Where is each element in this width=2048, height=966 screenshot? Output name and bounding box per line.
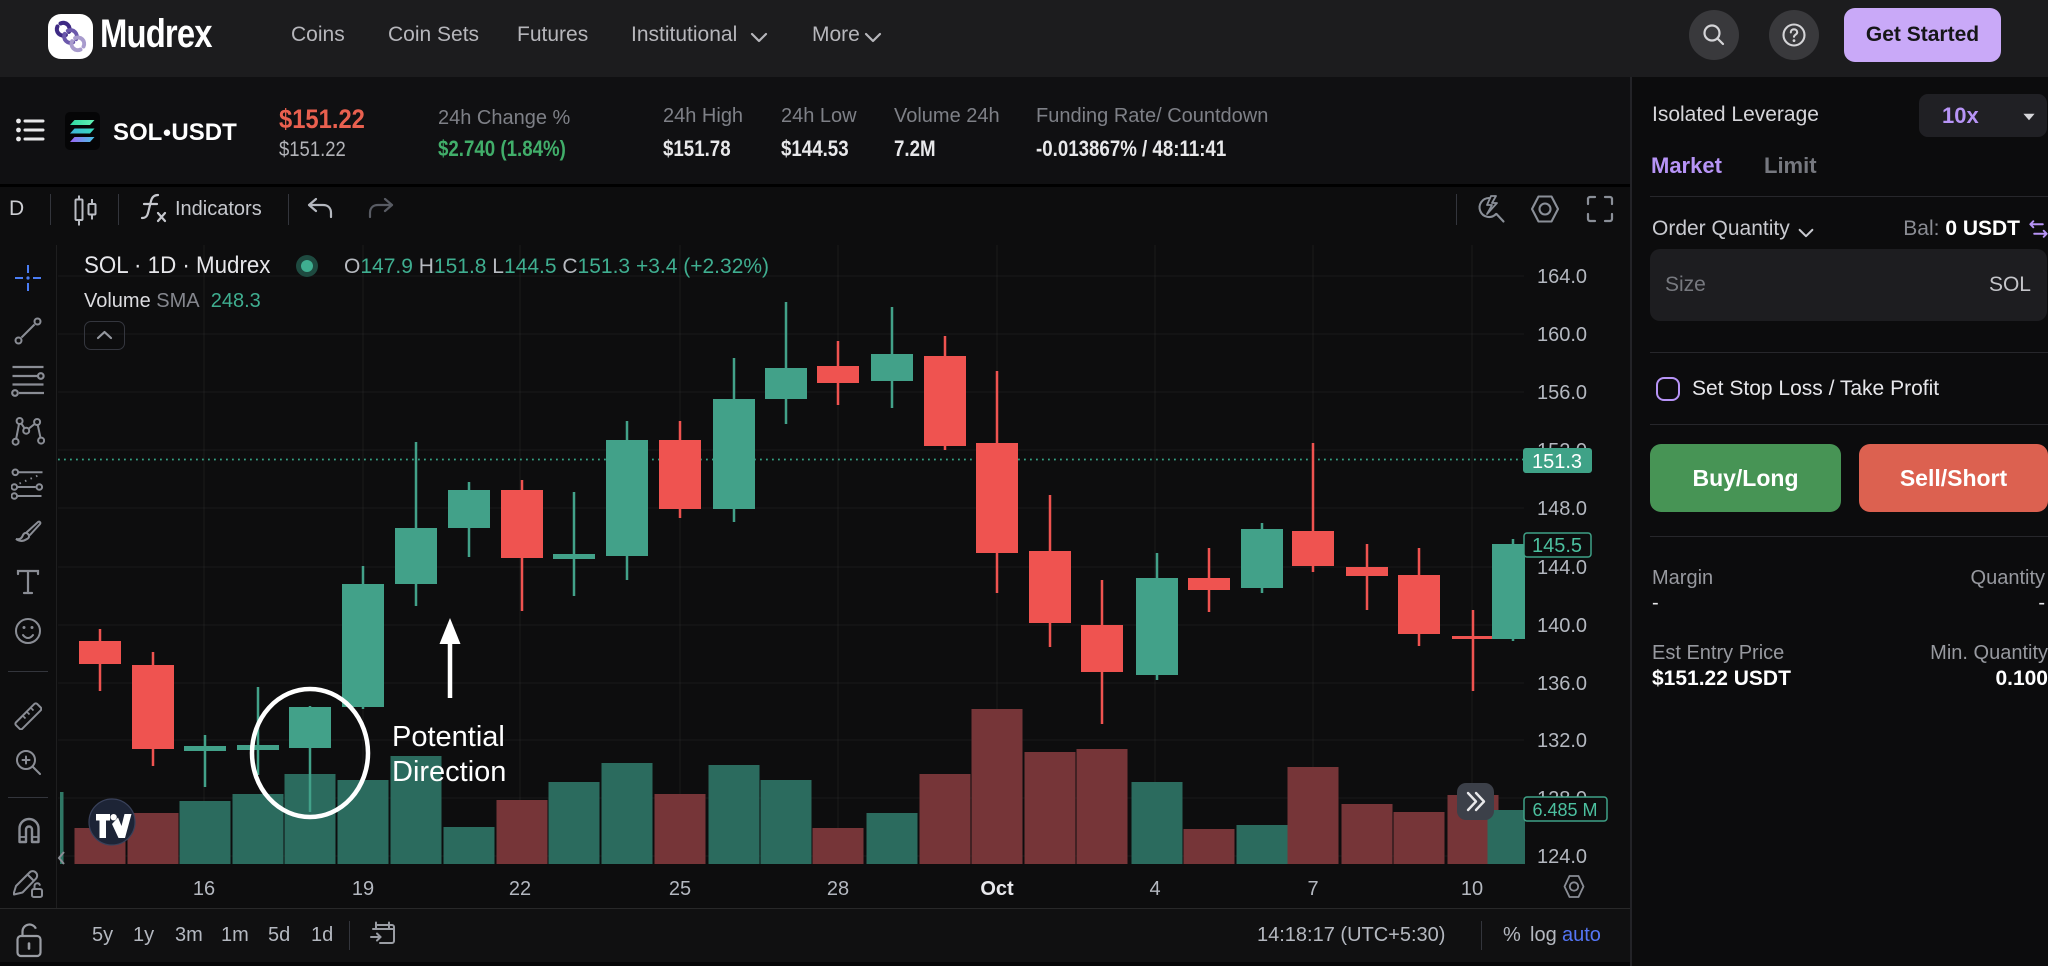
svg-text:10: 10 bbox=[1461, 878, 1483, 900]
svg-text:156.0: 156.0 bbox=[1537, 382, 1587, 404]
svg-text:Direction: Direction bbox=[392, 756, 506, 788]
svg-text:4: 4 bbox=[1149, 878, 1160, 900]
svg-text:7: 7 bbox=[1307, 878, 1318, 900]
svg-text:22: 22 bbox=[509, 878, 531, 900]
svg-text:140.0: 140.0 bbox=[1537, 615, 1587, 637]
svg-text:124.0: 124.0 bbox=[1537, 846, 1587, 868]
svg-text:Potential: Potential bbox=[392, 721, 505, 753]
svg-text:Oct: Oct bbox=[980, 878, 1014, 900]
svg-text:28: 28 bbox=[827, 878, 849, 900]
svg-text:151.3: 151.3 bbox=[1532, 451, 1582, 473]
svg-text:144.0: 144.0 bbox=[1537, 557, 1587, 579]
svg-text:16: 16 bbox=[193, 878, 215, 900]
svg-text:6.485 M: 6.485 M bbox=[1532, 800, 1597, 820]
svg-text:132.0: 132.0 bbox=[1537, 730, 1587, 752]
svg-text:148.0: 148.0 bbox=[1537, 498, 1587, 520]
svg-text:136.0: 136.0 bbox=[1537, 673, 1587, 695]
svg-text:145.5: 145.5 bbox=[1532, 535, 1582, 557]
svg-text:160.0: 160.0 bbox=[1537, 324, 1587, 346]
svg-text:25: 25 bbox=[669, 878, 691, 900]
svg-text:19: 19 bbox=[352, 878, 374, 900]
svg-text:164.0: 164.0 bbox=[1537, 266, 1587, 288]
